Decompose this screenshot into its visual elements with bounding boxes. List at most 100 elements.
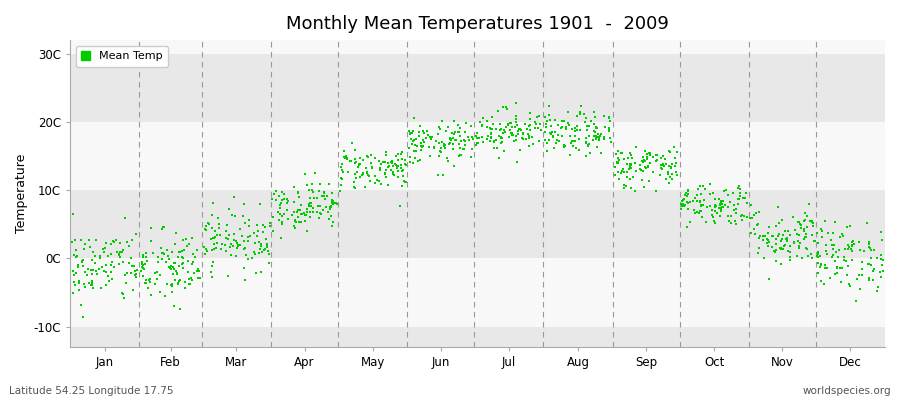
Point — [432, 126, 446, 132]
Point — [207, 234, 221, 241]
Point — [638, 157, 652, 164]
Point — [746, 212, 760, 218]
Point — [116, 247, 130, 253]
Point — [181, 269, 195, 276]
Point — [324, 202, 338, 209]
Point — [212, 221, 227, 227]
Point — [760, 236, 775, 242]
Point — [135, 259, 149, 265]
Point — [824, 254, 839, 260]
Point — [814, 261, 829, 267]
Point — [590, 124, 604, 131]
Point — [663, 149, 678, 155]
Point — [708, 203, 723, 209]
Point — [305, 187, 320, 193]
Point — [118, 271, 132, 278]
Point — [188, 254, 202, 260]
Point — [294, 211, 309, 217]
Point — [853, 286, 868, 292]
Point — [563, 140, 578, 147]
Point — [84, 281, 98, 288]
Point — [608, 150, 623, 157]
Point — [662, 180, 676, 186]
Point — [841, 241, 855, 248]
Point — [718, 202, 733, 208]
Point — [762, 276, 777, 282]
Point — [416, 137, 430, 144]
Point — [850, 276, 864, 282]
Point — [761, 239, 776, 245]
Point — [676, 200, 690, 207]
Point — [262, 251, 276, 257]
Point — [778, 236, 793, 242]
Point — [356, 170, 370, 176]
Point — [540, 148, 554, 154]
Point — [522, 122, 536, 129]
Point — [421, 132, 436, 138]
Point — [303, 203, 318, 210]
Point — [866, 268, 880, 274]
Point — [661, 171, 675, 178]
Point — [500, 122, 515, 128]
Point — [771, 233, 786, 239]
Point — [486, 144, 500, 151]
Point — [515, 135, 529, 141]
Point — [184, 274, 198, 281]
Point — [842, 280, 856, 287]
Point — [266, 196, 280, 202]
Point — [610, 148, 625, 154]
Point — [207, 241, 221, 247]
Point — [756, 237, 770, 243]
Point — [562, 151, 577, 158]
Point — [835, 265, 850, 272]
Point — [390, 162, 404, 169]
Point — [786, 214, 800, 220]
Point — [797, 217, 812, 224]
Point — [706, 214, 720, 220]
Point — [814, 262, 828, 268]
Point — [505, 124, 519, 130]
Point — [557, 118, 572, 124]
Point — [68, 282, 83, 288]
Point — [487, 138, 501, 144]
Point — [317, 189, 331, 196]
Point — [614, 150, 628, 156]
Point — [805, 254, 819, 261]
Point — [85, 271, 99, 277]
Point — [855, 272, 869, 278]
Point — [796, 226, 811, 232]
Point — [66, 268, 80, 275]
Point — [256, 222, 271, 228]
Point — [841, 246, 855, 252]
Point — [800, 253, 814, 260]
Point — [845, 242, 859, 249]
Point — [237, 265, 251, 271]
Point — [579, 152, 593, 159]
Point — [206, 200, 220, 206]
Point — [238, 277, 252, 284]
Point — [668, 163, 682, 170]
Point — [459, 120, 473, 126]
Point — [247, 230, 261, 236]
Point — [774, 245, 788, 251]
Point — [219, 248, 233, 254]
Point — [587, 121, 601, 127]
Point — [694, 208, 708, 214]
Point — [430, 172, 445, 178]
Point — [581, 141, 596, 147]
Point — [85, 257, 99, 263]
Point — [814, 226, 828, 232]
Point — [324, 213, 338, 220]
Point — [480, 136, 494, 142]
Point — [773, 246, 788, 252]
Point — [128, 268, 142, 275]
Point — [398, 179, 412, 185]
Point — [170, 271, 184, 277]
Point — [733, 190, 747, 196]
Point — [491, 154, 506, 161]
Point — [870, 287, 885, 294]
Point — [831, 254, 845, 260]
Point — [509, 122, 524, 128]
Point — [385, 170, 400, 177]
Point — [88, 236, 103, 243]
